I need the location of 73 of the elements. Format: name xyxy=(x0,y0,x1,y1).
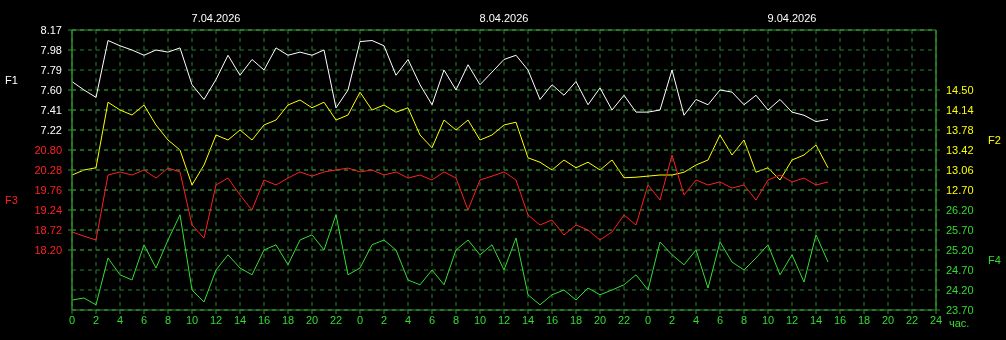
x-tick-label: 4 xyxy=(116,313,124,326)
x-tick-label: 8 xyxy=(740,313,748,326)
y-axis-title: F1 xyxy=(5,74,18,86)
x-tick-label: 0 xyxy=(644,313,652,326)
x-tick-label: 2 xyxy=(380,313,388,326)
x-tick-label: 8 xyxy=(164,313,172,326)
x-tick-label: 22 xyxy=(905,313,919,326)
x-tick-label: 16 xyxy=(833,313,847,326)
x-tick-label: 2 xyxy=(668,313,676,326)
x-axis-title: час. xyxy=(949,317,970,329)
y2-tick-label: 23.70 xyxy=(946,303,974,316)
x-tick-label: 6 xyxy=(716,313,724,326)
x-tick-label: 4 xyxy=(404,313,412,326)
y2-tick-label: 24.20 xyxy=(946,283,974,296)
y-tick-label: 19.76 xyxy=(34,183,62,196)
y2-tick-label: 13.78 xyxy=(946,123,974,136)
x-tick-label: 12 xyxy=(209,313,223,326)
x-tick-label: 20 xyxy=(881,313,895,326)
x-tick-label: 20 xyxy=(593,313,607,326)
x-tick-label: 22 xyxy=(329,313,343,326)
y2-tick-label: 13.42 xyxy=(946,143,974,156)
y2-tick-label: 25.20 xyxy=(946,243,974,256)
y-tick-label: 18.72 xyxy=(34,223,62,236)
y-tick-label: 18.20 xyxy=(34,243,62,256)
x-tick-label: 14 xyxy=(521,313,535,326)
x-tick-label: 16 xyxy=(545,313,559,326)
x-tick-label: 12 xyxy=(785,313,799,326)
x-tick-label: 12 xyxy=(497,313,511,326)
x-tick-label: 6 xyxy=(140,313,148,326)
x-tick-label: 18 xyxy=(569,313,583,326)
y-tick-label: 7.41 xyxy=(40,103,62,116)
y-tick-label: 7.98 xyxy=(40,43,62,56)
y-tick-label: 20.80 xyxy=(34,143,62,156)
x-tick-label: 4 xyxy=(692,313,700,326)
x-tick-label: 18 xyxy=(281,313,295,326)
y2-tick-label: 14.14 xyxy=(946,103,974,116)
x-tick-label: 0 xyxy=(356,313,364,326)
x-tick-label: 10 xyxy=(185,313,199,326)
x-tick-label: 14 xyxy=(809,313,823,326)
x-tick-label: 2 xyxy=(92,313,100,326)
y2-tick-label: 13.06 xyxy=(946,163,974,176)
y-tick-label: 7.22 xyxy=(40,123,62,136)
y-tick-label: 8.17 xyxy=(40,23,62,36)
x-tick-label: 16 xyxy=(257,313,271,326)
y2-tick-label: 24.70 xyxy=(946,263,974,276)
x-tick-label: 0 xyxy=(68,313,76,326)
y2-tick-label: 26.20 xyxy=(946,203,974,216)
x-tick-label: 10 xyxy=(761,313,775,326)
x-tick-label: 10 xyxy=(473,313,487,326)
line-series xyxy=(72,214,829,306)
x-tick-label: 8 xyxy=(452,313,460,326)
y-tick-label: 7.60 xyxy=(40,83,62,96)
y2-tick-label: 14.50 xyxy=(946,83,974,96)
y-tick-label: 19.24 xyxy=(34,203,62,216)
y2-tick-label: 12.70 xyxy=(946,183,974,196)
x-tick-label: 22 xyxy=(617,313,631,326)
y-axis-title: F3 xyxy=(5,194,18,206)
y-tick-label: 7.79 xyxy=(40,63,62,76)
x-tick-label: 20 xyxy=(305,313,319,326)
x-tick-label: 18 xyxy=(857,313,871,326)
x2-tick-label: 9.04.2026 xyxy=(767,12,817,24)
x-tick-label: 14 xyxy=(233,313,247,326)
y2-tick-label: 25.70 xyxy=(946,223,974,236)
y2-axis-title: F2 xyxy=(988,134,1001,146)
x2-tick-label: 8.04.2026 xyxy=(479,12,529,24)
y2-axis-title: F4 xyxy=(988,254,1001,266)
x-tick-label: 6 xyxy=(428,313,436,326)
x2-tick-label: 7.04.2026 xyxy=(191,12,241,24)
line-series xyxy=(72,91,829,186)
y-tick-label: 20.28 xyxy=(34,163,62,176)
line-series xyxy=(72,154,829,241)
line-series xyxy=(72,40,829,123)
x-tick-label: 24 xyxy=(929,313,943,326)
